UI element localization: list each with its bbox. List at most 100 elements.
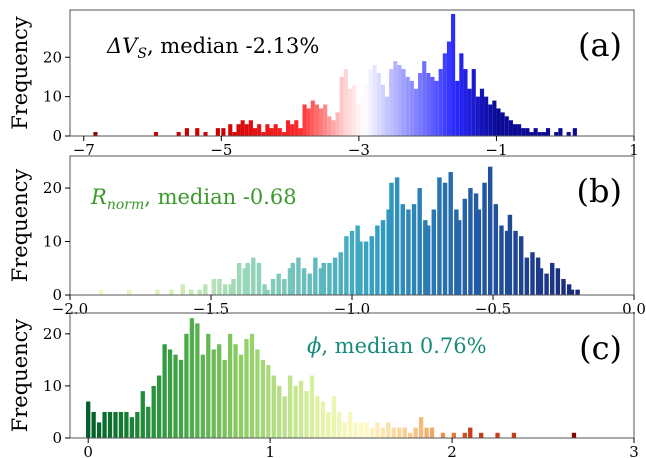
histogram-bar [554,132,559,136]
histogram-bar [440,432,446,438]
histogram-bar [310,100,315,136]
y-tick-label: 20 [43,325,62,343]
histogram-bar [323,104,328,136]
histogram-bar [358,241,363,295]
panel-c: 0 1 2 3 0 10 20 Frequency (c) ϕ, median 0.76% [8,312,639,458]
histogram-bar [257,124,262,136]
histogram-bar [393,61,398,136]
histogram-bar [352,84,357,136]
histogram-bar [375,422,380,439]
histogram-bar [500,112,505,137]
histogram-bar [479,432,484,438]
histogram-bar [309,375,315,438]
histogram-bar [437,177,442,295]
histogram-bar [294,120,299,136]
histogram-bar [169,289,174,295]
histogram-bar [442,182,448,295]
histogram-bar [411,204,417,295]
histogram-bar [91,411,96,438]
histogram-bar [389,69,394,136]
y-tick-label: 10 [43,233,62,251]
histogram-bar [488,104,493,136]
histogram-bar [538,268,544,295]
histogram-bar [173,354,178,438]
histogram-bar [222,284,228,295]
histogram-bar [391,427,396,438]
y-tick-label: 10 [43,88,62,106]
histogram-bar [409,80,414,137]
histogram-bar [314,104,319,136]
histogram-bar [338,252,343,295]
histogram-bar [211,349,216,438]
histogram-bar [206,333,211,438]
histogram-bar [157,375,162,438]
x-tick-label: −7 [73,141,95,159]
histogram-bar [107,411,113,438]
histogram-bar [451,432,457,438]
histogram-bar [397,427,402,438]
histogram-bar [215,128,220,137]
histogram-bar [541,132,546,136]
histogram-bar [473,193,479,295]
histogram-bar [233,344,238,438]
histogram-bar [200,354,205,438]
histogram-bar [244,339,249,438]
histogram-bar [558,128,563,137]
histogram-bar [302,104,307,136]
histogram-bar [244,124,249,136]
histogram-bar [277,385,282,438]
histogram-bar [155,289,160,295]
histogram-bar [306,108,311,136]
histogram-bar [153,132,159,136]
histogram-bar [255,349,260,438]
y-axis-label: Frequency [8,319,32,433]
histogram-bar [467,88,472,136]
histogram-bar [245,262,250,295]
histogram-bar [189,289,194,295]
histogram-bar [482,182,487,295]
histogram-bar [265,289,270,295]
histogram-bar [290,262,295,295]
histogram-bar [266,365,271,438]
histogram-bar [287,268,293,295]
histogram-bar [462,432,467,438]
histogram-bar [535,257,541,295]
histogram-bar [342,422,347,439]
x-tick-label: −0.5 [475,300,511,318]
histogram-bar [368,69,373,136]
histogram-bar [442,53,447,137]
histogram-bar [376,73,381,136]
histogram-bar [380,427,386,438]
histogram-bar [195,323,200,438]
histogram-bar [228,124,233,136]
histogram-bar [413,427,418,438]
x-tick-label: 1 [265,443,275,458]
panel-label: (c) [579,329,622,367]
histogram-bar [228,284,233,295]
histogram-bar [222,359,227,439]
histogram-bar [285,120,291,136]
histogram-bar [493,204,499,295]
axes-frame [69,9,635,137]
y-tick-label: 0 [52,286,62,304]
histogram-bar [321,262,327,295]
histogram-bar [451,13,456,136]
histogram-bar [507,214,513,295]
histogram-bar [256,262,262,295]
histogram-bar [511,432,517,438]
histogram-bar [504,230,510,295]
x-tick-label: −5 [210,141,232,159]
histogram-bar [386,422,391,439]
histogram-bar [118,411,124,438]
histogram-bar [288,375,293,438]
histogram-bar [227,333,233,438]
histogram-bar [369,427,375,438]
histogram-bar [332,257,338,295]
axes-frame [69,312,635,439]
histogram-bar [448,172,453,295]
histogram-bar [301,268,307,295]
histogram-bar [499,225,504,295]
histogram-bar [339,76,344,136]
histogram-bar [364,84,369,136]
